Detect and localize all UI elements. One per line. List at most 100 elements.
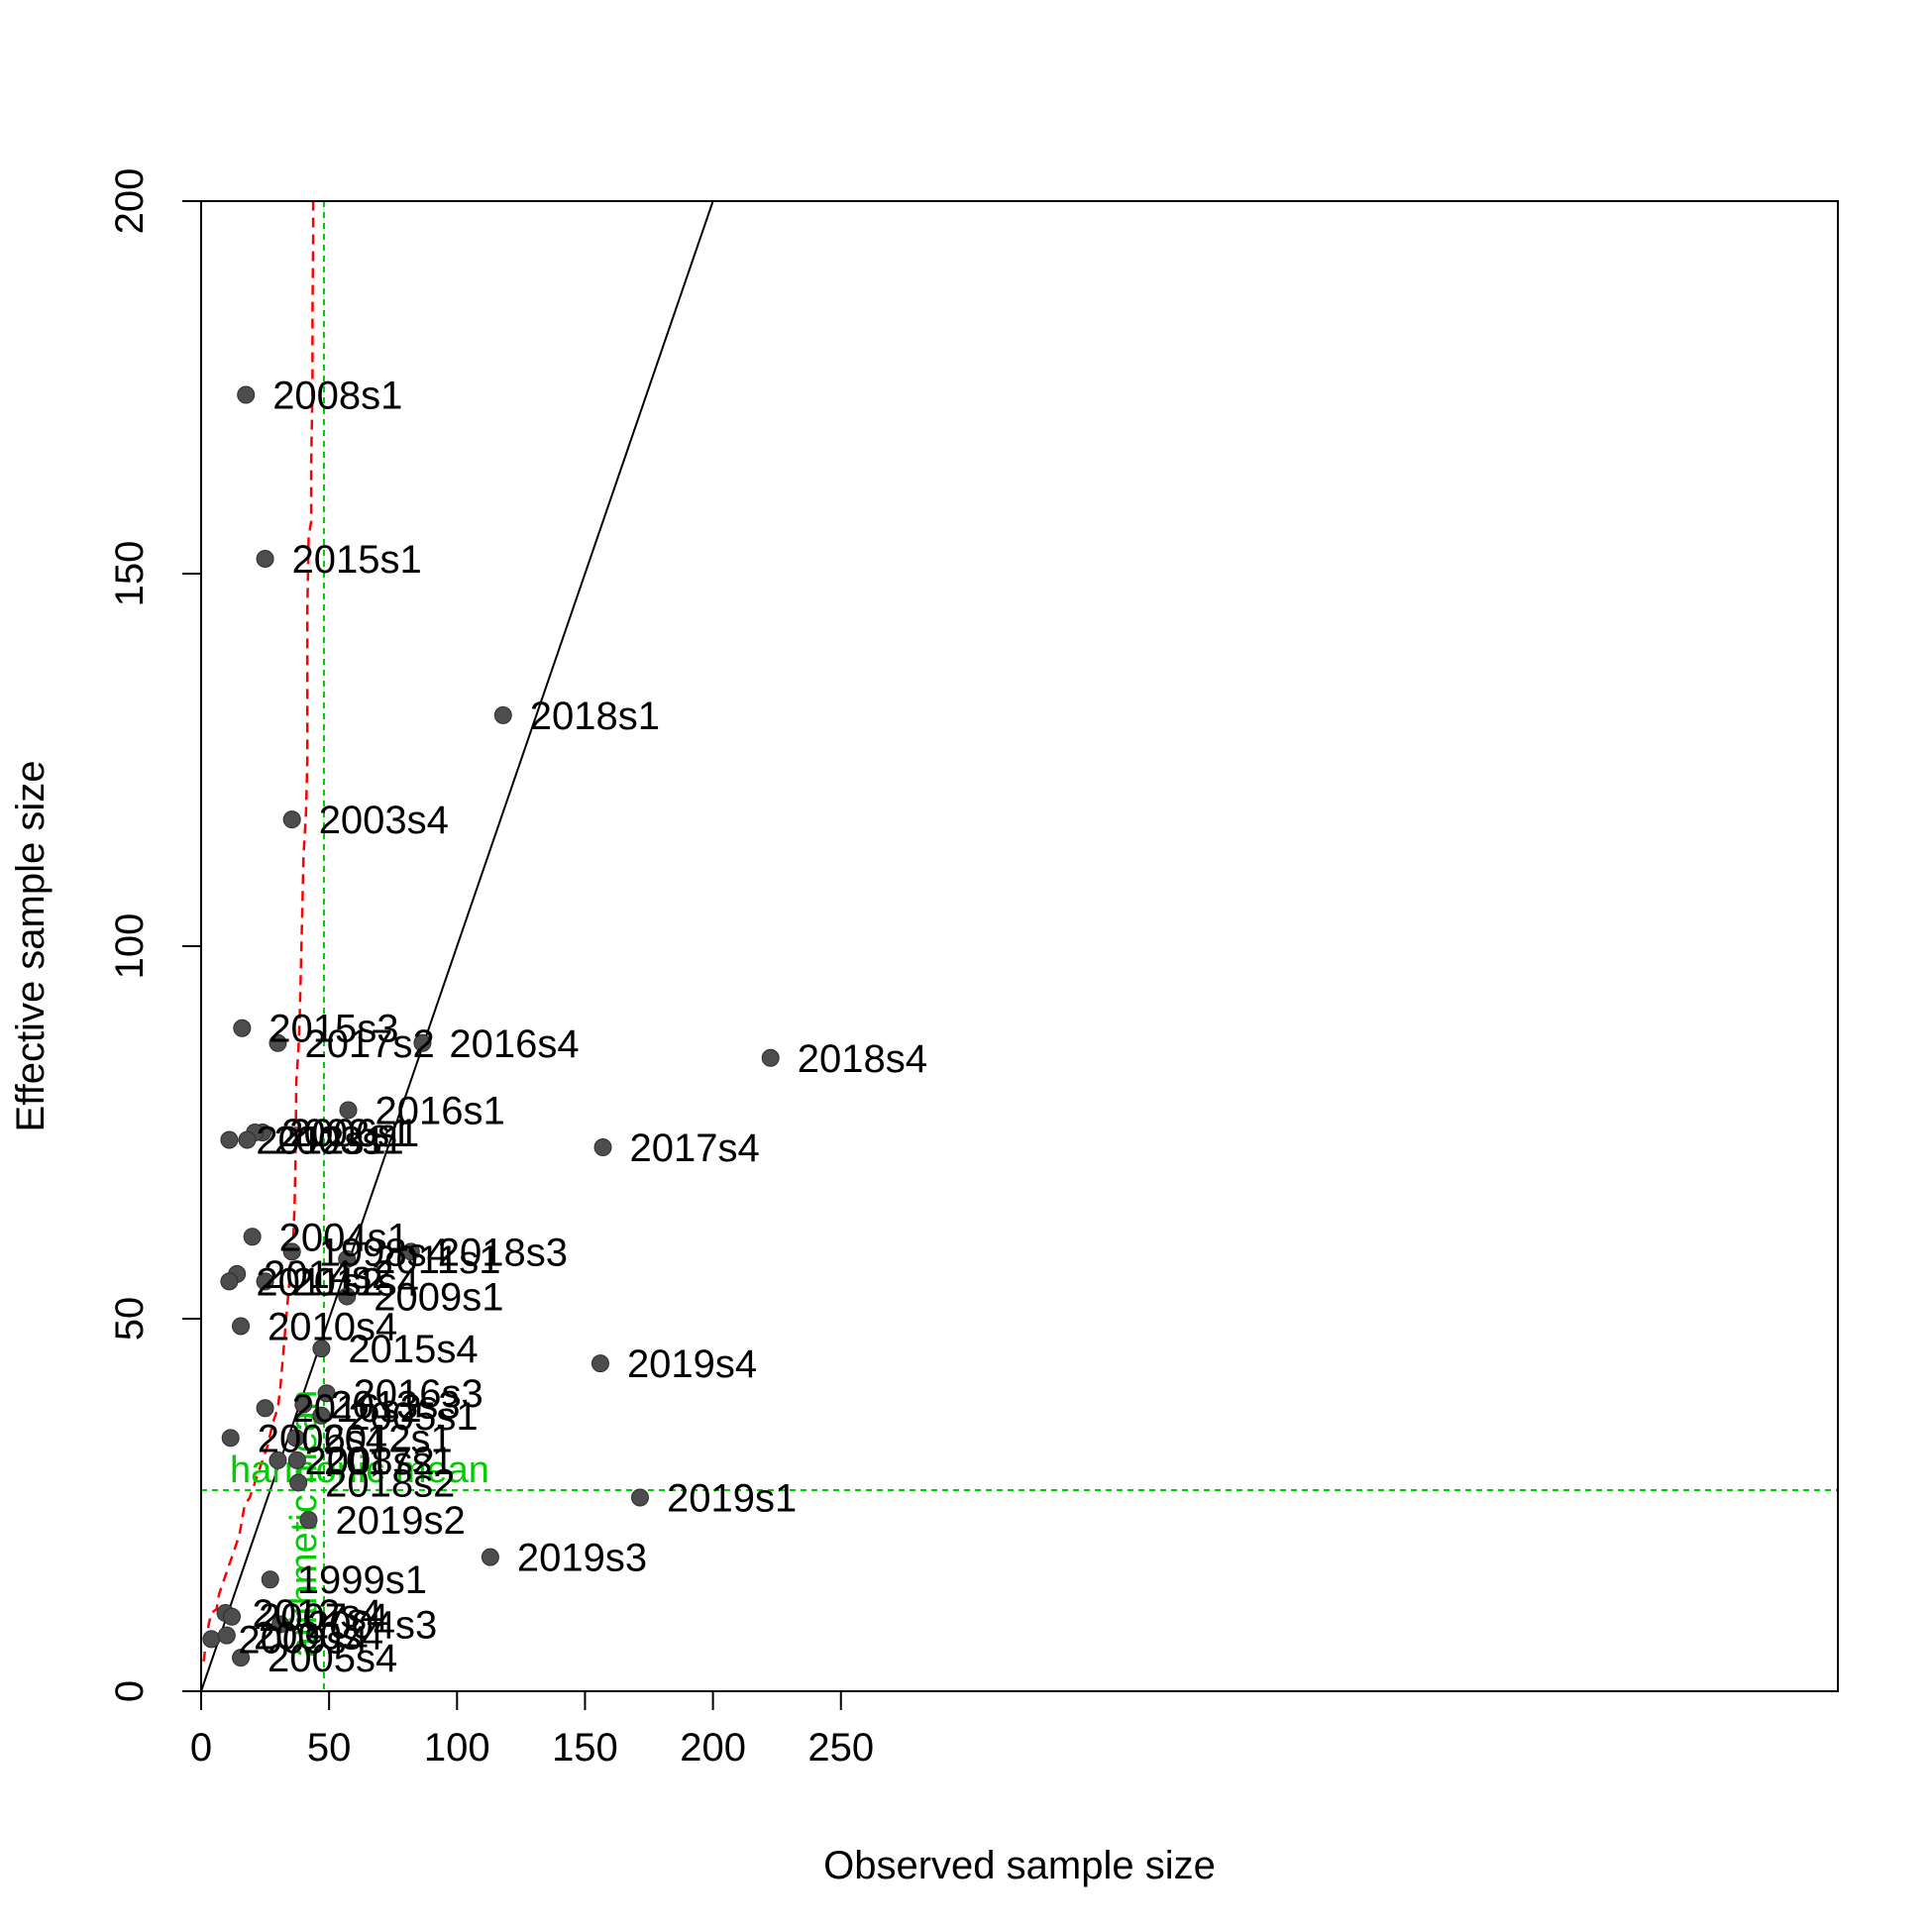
point-label: 2016s4 — [449, 1022, 579, 1066]
y-tick-label: 200 — [108, 168, 152, 235]
data-point — [286, 1429, 305, 1448]
data-point — [261, 1570, 279, 1589]
point-label: 2016s1 — [376, 1089, 505, 1132]
x-axis: 0 50 100 150 200 250 — [190, 1690, 874, 1770]
data-point — [312, 1340, 331, 1358]
y-tick-label: 150 — [108, 541, 152, 607]
point-label: 2005s1 — [348, 1395, 478, 1439]
y-tick-label: 100 — [108, 913, 152, 980]
point-label: 2000s4 — [254, 1615, 383, 1659]
data-point — [338, 1249, 357, 1268]
data-point — [202, 1630, 221, 1649]
point-label: 2018s1 — [530, 695, 660, 738]
x-tick-label: 100 — [424, 1726, 490, 1770]
point-label: 2015s4 — [348, 1328, 478, 1371]
data-point — [282, 1242, 301, 1261]
x-tick-label: 0 — [190, 1726, 212, 1770]
point-label: 2015s1 — [292, 538, 422, 582]
data-point — [590, 1354, 609, 1373]
point-label: 2011s2 — [256, 1260, 382, 1304]
point-label: 2003s1 — [273, 1120, 403, 1163]
point-label: 2013s3 — [330, 1383, 460, 1427]
point-label: 2017s4 — [630, 1127, 760, 1170]
data-point — [761, 1048, 780, 1067]
point-label: 2003s4 — [319, 799, 449, 842]
data-point — [339, 1101, 358, 1120]
point-label: 2004s3 — [307, 1603, 437, 1647]
data-point — [237, 385, 256, 404]
y-axis-title: Effective sample size — [9, 761, 53, 1132]
point-label: 2017s1 — [324, 1440, 454, 1483]
point-label: 2018s2 — [325, 1461, 455, 1505]
data-point — [256, 1272, 274, 1291]
point-label: 2006s4 — [258, 1417, 387, 1460]
point-label: 2006s1 — [289, 1112, 419, 1155]
point-label: 2009s4 — [238, 1618, 368, 1662]
point-label: 2019s3 — [517, 1537, 647, 1580]
data-point — [593, 1138, 612, 1157]
data-point — [232, 1649, 251, 1667]
identity-line-layer — [200, 200, 714, 1692]
point-label: 2014s2 — [264, 1253, 393, 1297]
point-label: 2011s4 — [292, 1260, 419, 1304]
data-point — [282, 810, 301, 829]
loess-line — [202, 201, 315, 1663]
point-label: 2007s4 — [259, 1596, 388, 1640]
x-tick-label: 200 — [680, 1726, 746, 1770]
point-label: 2019s2 — [335, 1499, 465, 1543]
data-point — [256, 1399, 274, 1418]
loess-line-layer — [202, 201, 315, 1663]
point-label: 2016s2 — [292, 1387, 422, 1431]
data-point — [268, 1033, 287, 1052]
data-point — [289, 1473, 308, 1492]
identity-line — [200, 200, 714, 1692]
point-label: 2008s1 — [272, 375, 402, 418]
data-point — [294, 1395, 313, 1414]
y-tick-label: 0 — [108, 1680, 152, 1702]
x-tick-label: 50 — [307, 1726, 352, 1770]
point-label: 2004s1 — [279, 1216, 409, 1259]
points-layer — [202, 385, 780, 1667]
point-label: 2019s4 — [627, 1342, 757, 1386]
data-point — [413, 1033, 432, 1052]
y-axis: 0 50 100 150 200 — [108, 168, 202, 1702]
point-label: 2016s3 — [354, 1372, 483, 1416]
point-label: 2017s2 — [304, 1022, 434, 1066]
data-point — [493, 705, 512, 724]
point-label: 1998s4 — [319, 1231, 449, 1274]
data-point — [233, 1019, 252, 1037]
point-label: 2019s1 — [667, 1476, 797, 1520]
point-label: 1999s1 — [297, 1558, 427, 1602]
data-point — [317, 1384, 336, 1403]
data-point — [243, 1228, 262, 1246]
x-axis-title: Observed sample size — [823, 1844, 1216, 1887]
data-point — [271, 1615, 290, 1634]
point-label: 2018s3 — [438, 1231, 568, 1274]
data-point — [238, 1130, 257, 1149]
point-label: 2008s2 — [304, 1440, 434, 1483]
data-point — [299, 1511, 318, 1530]
data-point — [481, 1548, 499, 1566]
data-point — [401, 1242, 420, 1261]
y-tick-label: 50 — [108, 1297, 152, 1342]
point-label: 2012s1 — [256, 1120, 385, 1163]
point-label: 2012s1 — [323, 1417, 453, 1460]
point-label: 2005s4 — [268, 1637, 397, 1680]
data-point — [630, 1488, 649, 1507]
point-label: 2012s4 — [253, 1592, 382, 1636]
point-label: 2015s3 — [268, 1008, 398, 1051]
data-point — [217, 1626, 236, 1645]
data-point — [220, 1272, 239, 1291]
data-point — [221, 1429, 240, 1448]
point-label: 2011s1 — [374, 1238, 500, 1282]
x-tick-label: 150 — [552, 1726, 618, 1770]
data-point — [268, 1450, 287, 1469]
data-point — [287, 1450, 306, 1469]
data-point — [312, 1406, 331, 1425]
point-label: 2010s4 — [268, 1306, 397, 1349]
data-point — [256, 549, 274, 568]
point-label: 2009s1 — [374, 1275, 503, 1319]
data-point — [222, 1607, 241, 1626]
